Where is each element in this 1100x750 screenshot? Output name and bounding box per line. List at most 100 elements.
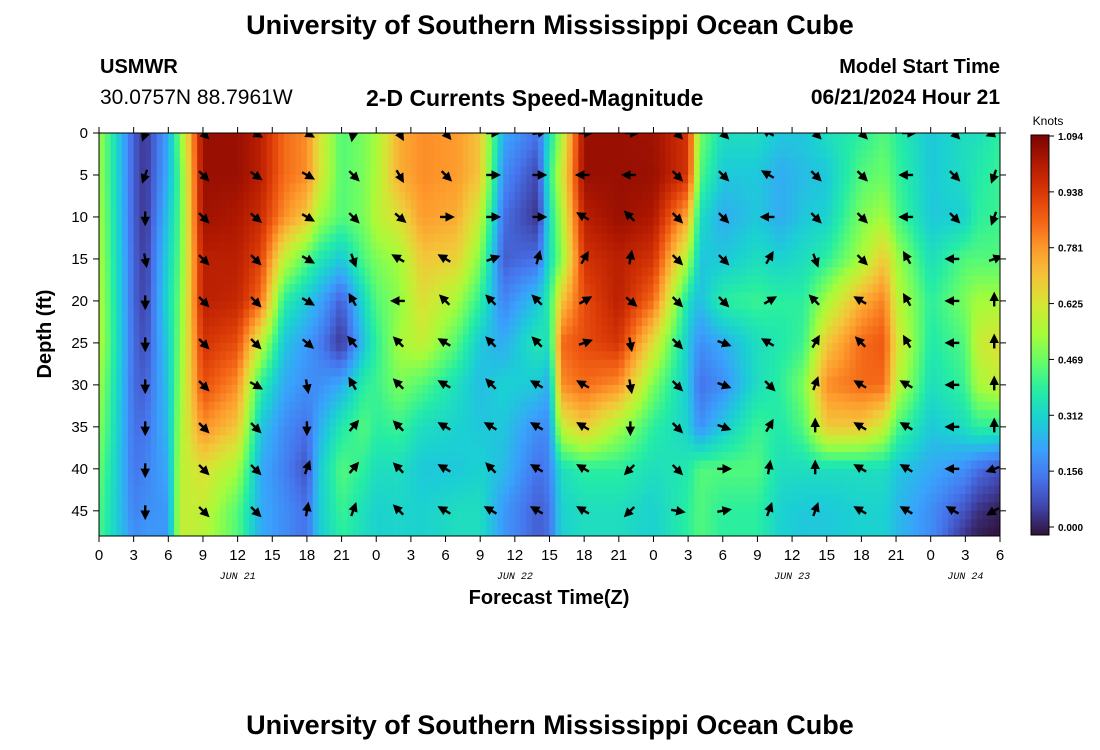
heatmap-cell: [116, 359, 123, 369]
heatmap-cell: [537, 326, 545, 336]
heatmap-cell: [613, 149, 620, 159]
heatmap-cell: [243, 519, 250, 529]
heatmap-cell: [393, 149, 400, 159]
heatmap-cell: [601, 384, 608, 394]
heatmap-cell: [491, 309, 499, 319]
heatmap-cell: [601, 485, 608, 495]
heatmap-cell: [272, 183, 279, 193]
heatmap-cell: [653, 334, 660, 344]
heatmap-cell: [480, 191, 487, 201]
heatmap-cell: [208, 519, 216, 529]
heatmap-cell: [433, 393, 441, 403]
heatmap-cell: [243, 149, 250, 159]
heatmap-cell: [226, 326, 233, 336]
heatmap-cell: [532, 426, 539, 436]
heatmap-cell: [636, 502, 643, 512]
heatmap-cell: [641, 359, 649, 369]
heatmap-cell: [399, 275, 406, 285]
heatmap-cell: [445, 418, 452, 428]
heatmap-cell: [410, 351, 418, 361]
heatmap-cell: [462, 292, 470, 302]
heatmap-cell: [659, 275, 666, 285]
heatmap-cell: [289, 200, 296, 210]
heatmap-cell: [127, 494, 135, 504]
heatmap-cell: [399, 183, 406, 193]
heatmap-cell: [266, 317, 273, 327]
heatmap-cell: [318, 351, 325, 361]
heatmap-cell: [289, 174, 296, 184]
heatmap-cell: [122, 317, 129, 327]
heatmap-cell: [607, 384, 614, 394]
heatmap-cell: [358, 334, 366, 344]
heatmap-cell: [572, 258, 579, 268]
heatmap-cell: [162, 502, 169, 512]
heatmap-cell: [601, 368, 608, 378]
heatmap-cell: [312, 208, 320, 218]
heatmap-cell: [116, 292, 123, 302]
heatmap-cell: [405, 502, 412, 512]
heatmap-cell: [399, 158, 406, 168]
heatmap-cell: [243, 191, 250, 201]
heatmap-cell: [561, 200, 568, 210]
heatmap-cell: [688, 401, 695, 411]
heatmap-cell: [133, 200, 141, 210]
heatmap-cell: [647, 435, 655, 445]
heatmap-cell: [237, 149, 244, 159]
heatmap-cell: [647, 275, 655, 285]
heatmap-cell: [237, 233, 244, 243]
heatmap-cell: [572, 300, 579, 310]
heatmap-cell: [185, 133, 193, 142]
heatmap-cell: [191, 242, 198, 252]
heatmap-cell: [514, 191, 522, 201]
heatmap-cell: [335, 233, 343, 243]
heatmap-cell: [330, 410, 337, 420]
heatmap-cell: [387, 359, 395, 369]
heatmap-cell: [110, 410, 117, 420]
heatmap-cell: [145, 418, 152, 428]
heatmap-cell: [278, 258, 285, 268]
heatmap-cell: [532, 317, 539, 327]
heatmap-cell: [462, 233, 470, 243]
heatmap-cell: [520, 502, 527, 512]
heatmap-cell: [480, 468, 487, 478]
heatmap-cell: [601, 351, 608, 361]
heatmap-cell: [572, 250, 579, 260]
heatmap-cell: [208, 258, 216, 268]
heatmap-cell: [226, 418, 233, 428]
heatmap-cell: [416, 468, 424, 478]
heatmap-cell: [601, 133, 608, 142]
heatmap-cell: [156, 519, 164, 529]
heatmap-cell: [145, 359, 152, 369]
heatmap-cell: [682, 435, 689, 445]
heatmap-cell: [433, 494, 441, 504]
heatmap-cell: [324, 342, 331, 352]
heatmap-cell: [618, 510, 626, 520]
heatmap-cell: [254, 477, 262, 487]
heatmap-cell: [665, 410, 672, 420]
heatmap-cell: [122, 410, 129, 420]
heatmap-cell: [480, 477, 487, 487]
heatmap-cell: [584, 200, 591, 210]
heatmap-cell: [462, 342, 470, 352]
heatmap-cell: [208, 359, 216, 369]
heatmap-cell: [127, 426, 135, 436]
heatmap-cell: [641, 485, 649, 495]
heatmap-cell: [266, 510, 273, 520]
heatmap-cell: [491, 326, 499, 336]
heatmap-cell: [122, 477, 129, 487]
heatmap-cell: [607, 426, 614, 436]
heatmap-cell: [278, 191, 285, 201]
heatmap-cell: [653, 292, 660, 302]
heatmap-cell: [162, 410, 169, 420]
heatmap-cell: [693, 183, 701, 193]
heatmap-cell: [156, 351, 164, 361]
heatmap-cell: [474, 191, 481, 201]
heatmap-cell: [439, 368, 447, 378]
heatmap-cell: [555, 242, 562, 252]
heatmap-cell: [682, 191, 689, 201]
heatmap-cell: [653, 435, 660, 445]
heatmap-cell: [549, 351, 556, 361]
heatmap-cell: [578, 368, 585, 378]
heatmap-cell: [347, 317, 354, 327]
page-title: University of Southern Mississippi Ocean…: [246, 10, 854, 40]
